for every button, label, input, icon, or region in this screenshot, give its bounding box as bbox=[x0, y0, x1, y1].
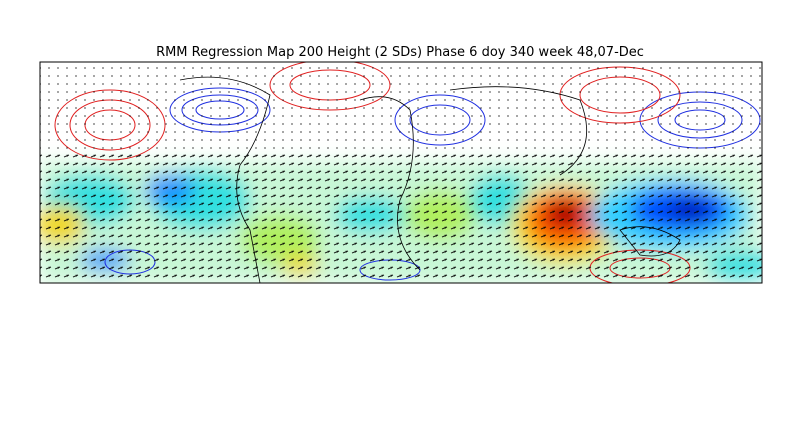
coastlines bbox=[179, 76, 681, 283]
map-title: RMM Regression Map 200 Height (2 SDs) Ph… bbox=[156, 45, 644, 60]
wind-vectors bbox=[40, 150, 762, 283]
map-area bbox=[40, 62, 762, 283]
map-frame bbox=[39, 61, 763, 284]
